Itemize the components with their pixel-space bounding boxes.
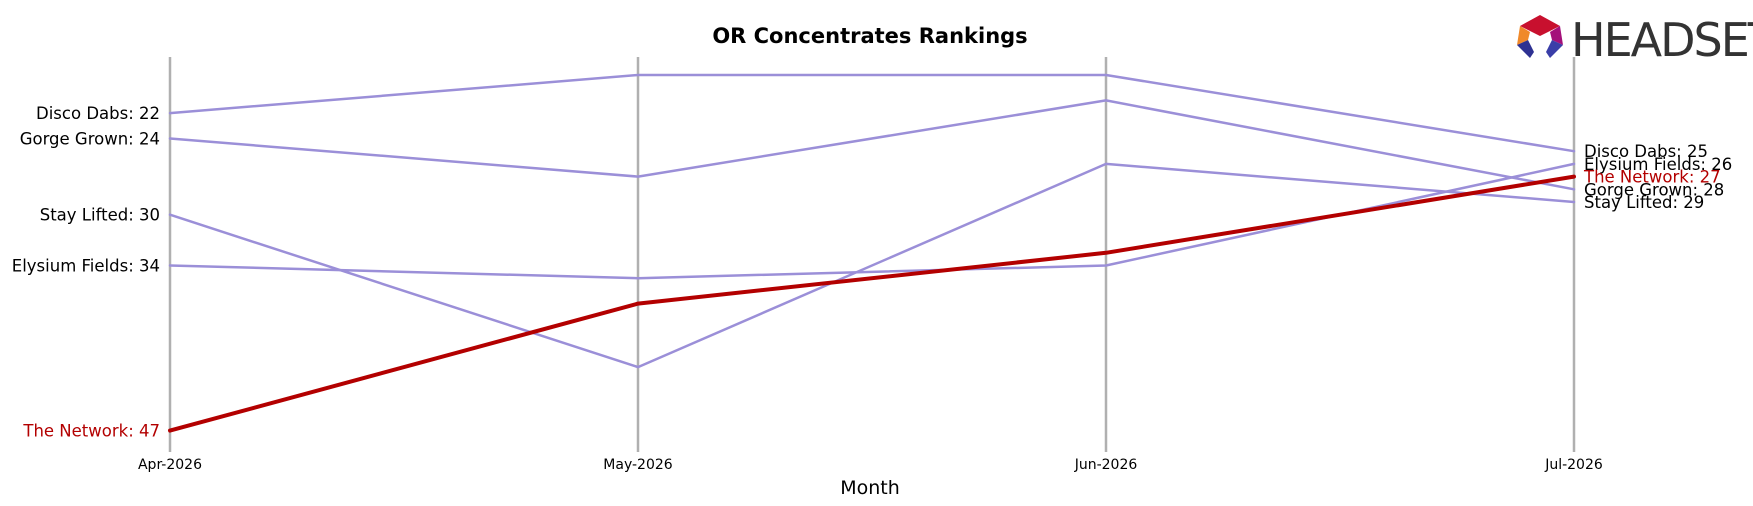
x-axis-ticks: Apr-2026 May-2026 Jun-2026 Jul-2026 <box>138 457 1603 473</box>
x-tick-jun-2026: Jun-2026 <box>1074 457 1138 473</box>
end-label-elysium-fields: Elysium Fields: 26 <box>1584 155 1732 174</box>
start-label-stay-lifted: Stay Lifted: 30 <box>40 206 160 225</box>
series-line-disco-dabs <box>168 73 1576 153</box>
series-line-the-network <box>168 174 1576 433</box>
headset-logo-text: HEADSET <box>1571 13 1753 67</box>
headset-hexagon-logo-icon <box>1517 15 1563 58</box>
x-tick-jul-2026: Jul-2026 <box>1544 457 1603 473</box>
series-line-elysium-fields <box>168 162 1576 280</box>
chart-title: OR Concentrates Rankings <box>712 24 1027 48</box>
x-axis-label: Month <box>840 477 900 499</box>
end-label-gorge-grown: Gorge Grown: 28 <box>1584 180 1724 199</box>
series-line-stay-lifted <box>168 162 1576 369</box>
end-label-the-network: The Network: 27 <box>1583 168 1721 187</box>
start-label-elysium-fields: Elysium Fields: 34 <box>12 257 160 276</box>
series-lines <box>168 73 1576 433</box>
start-label-the-network: The Network: 47 <box>22 422 160 441</box>
series-line-gorge-grown <box>168 99 1576 191</box>
headset-logo: HEADSET <box>1517 13 1753 67</box>
series-labels: Disco Dabs: 22 Disco Dabs: 25 Gorge Grown:… <box>12 104 1732 441</box>
end-label-disco-dabs: Disco Dabs: 25 <box>1584 142 1708 161</box>
x-tick-apr-2026: Apr-2026 <box>138 457 202 473</box>
start-label-gorge-grown: Gorge Grown: 24 <box>20 130 160 149</box>
x-tick-may-2026: May-2026 <box>603 457 672 473</box>
start-label-disco-dabs: Disco Dabs: 22 <box>36 104 160 123</box>
end-label-stay-lifted: Stay Lifted: 29 <box>1584 193 1704 212</box>
